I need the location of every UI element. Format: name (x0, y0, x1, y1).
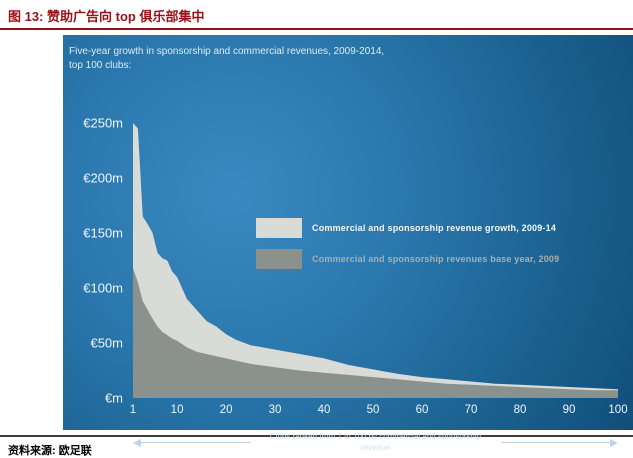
plot-area: Commercial and sponsorship revenue growt… (133, 123, 618, 398)
x-tick-label: 10 (170, 404, 184, 416)
arrow-line-right (500, 442, 610, 444)
x-tick-label: 80 (513, 404, 527, 416)
chart-title: Five-year growth in sponsorship and comm… (69, 46, 385, 71)
y-tick-label: €150m (83, 225, 123, 241)
x-tick-label: 90 (562, 404, 576, 416)
stacked-area-chart (133, 123, 618, 398)
y-tick-label: €m (104, 390, 123, 406)
legend-swatch-base (256, 249, 302, 269)
x-tick-label: 70 (464, 404, 478, 416)
chart-panel: Five-year growth in sponsorship and comm… (63, 35, 633, 452)
figure-title: 图 13: 赞助广告向 top 俱乐部集中 (8, 9, 205, 24)
y-tick-label: €50m (90, 335, 123, 351)
x-tick-label: 60 (415, 404, 429, 416)
top-divider (0, 28, 633, 30)
legend-item-growth: Commercial and sponsorship revenue growt… (256, 218, 559, 238)
x-tick-label: 20 (219, 404, 233, 416)
legend-label-base: Commercial and sponsorship revenues base… (312, 254, 560, 264)
x-tick-label: 50 (366, 404, 380, 416)
legend: Commercial and sponsorship revenue growt… (256, 218, 559, 280)
x-tick-label: 30 (268, 404, 282, 416)
y-tick-label: €100m (83, 280, 123, 296)
arrow-line-left (141, 442, 251, 444)
legend-swatch-growth (256, 218, 302, 238)
legend-item-base: Commercial and sponsorship revenues base… (256, 249, 559, 269)
x-axis-caption: Clubs ranked from 1 to 100 by commercial… (269, 432, 482, 452)
y-tick-label: €250m (83, 115, 123, 131)
x-tick-label: 1 (129, 404, 137, 416)
source-label: 资料来源: 欧足联 (8, 445, 92, 457)
right-arrowhead-icon (610, 438, 618, 447)
y-tick-label: €200m (83, 170, 123, 186)
bottom-divider (0, 435, 633, 437)
y-axis: €250m €200m €150m €100m €50m €m (63, 116, 129, 406)
x-tick-label: 40 (317, 404, 331, 416)
x-axis: 1 10 20 30 40 50 60 70 80 90 100 (129, 404, 628, 420)
base-area (133, 268, 618, 398)
left-arrowhead-icon (133, 438, 141, 447)
x-axis-range-arrow: Clubs ranked from 1 to 100 by commercial… (133, 432, 618, 454)
x-tick-label: 100 (608, 404, 628, 416)
legend-label-growth: Commercial and sponsorship revenue growt… (312, 223, 557, 233)
